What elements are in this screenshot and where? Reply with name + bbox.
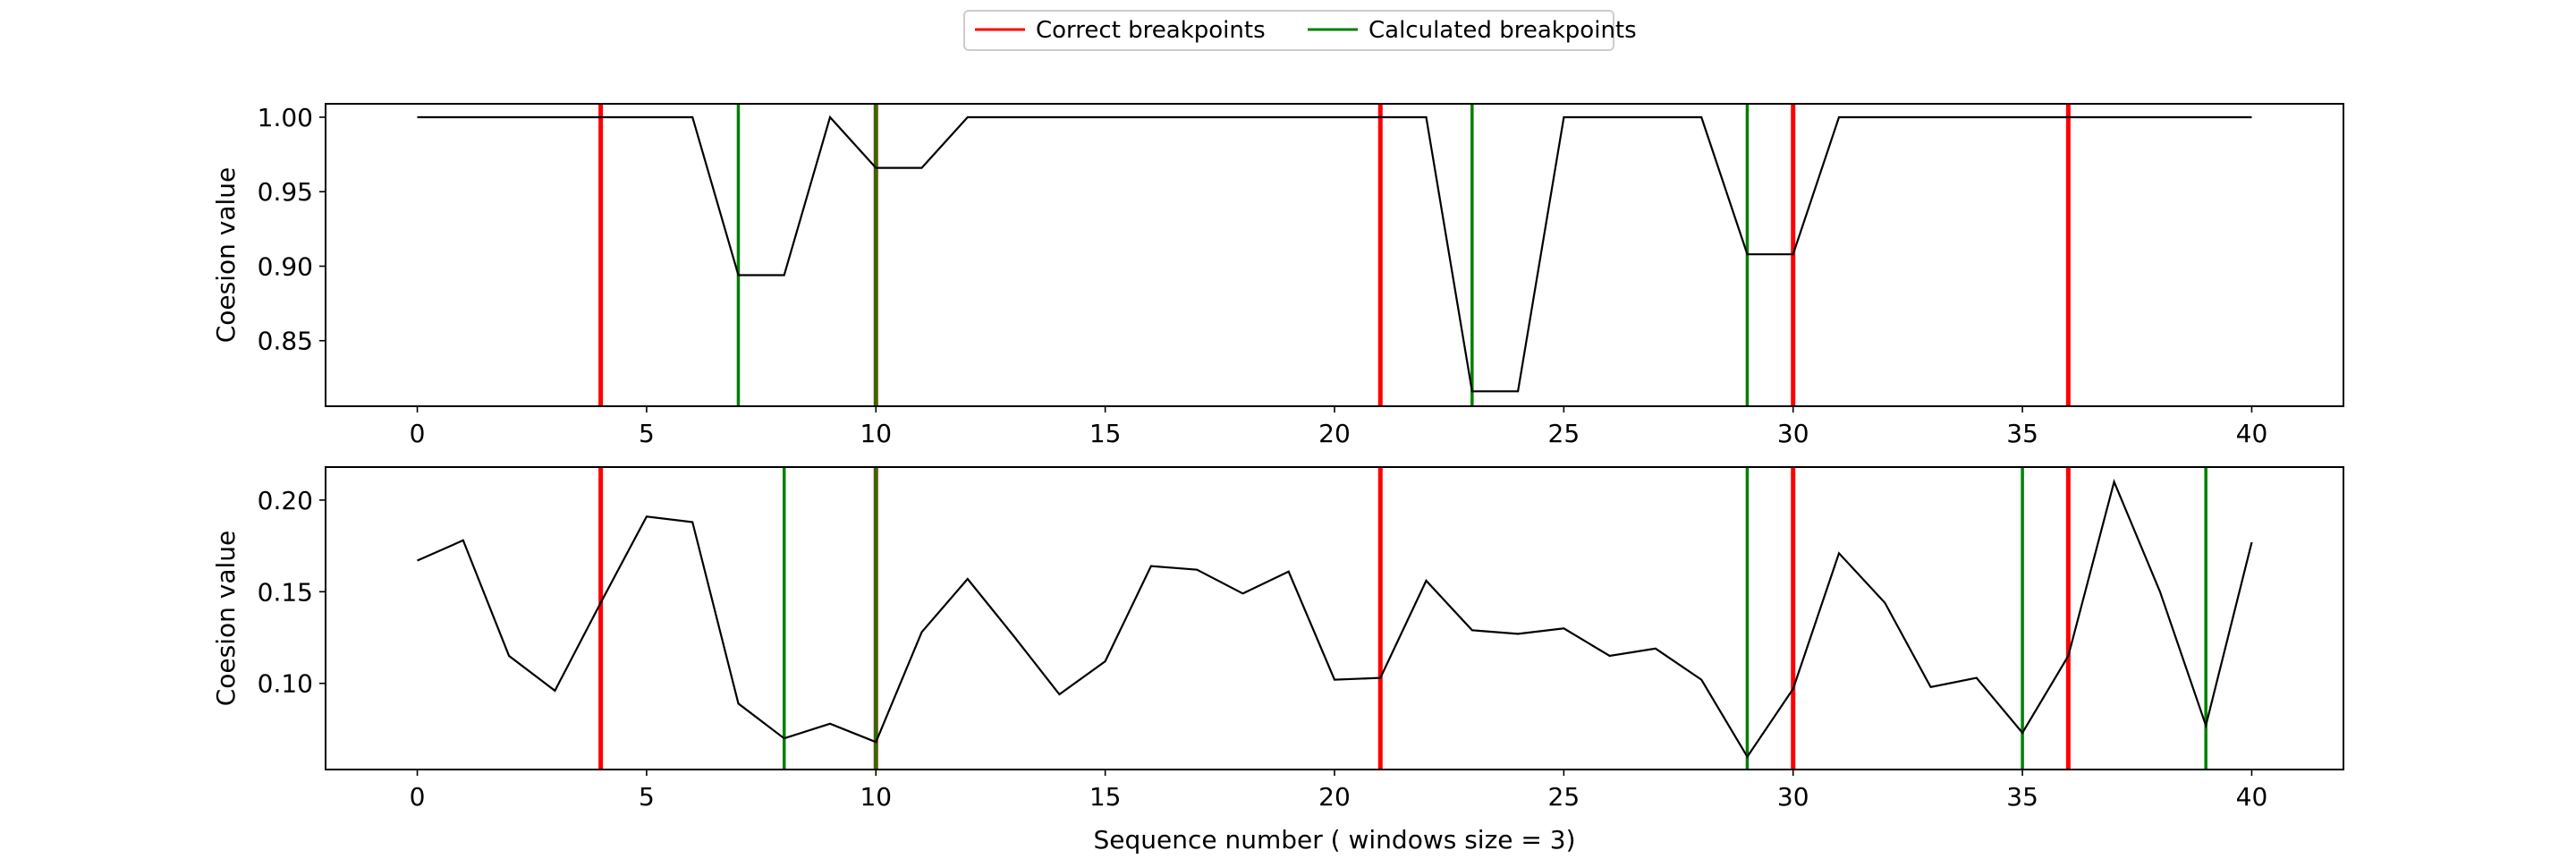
legend-calculated-label: Calculated breakpoints [1368, 17, 1637, 44]
top-x-tick-label: 35 [2006, 419, 2038, 448]
top-x-tick-label: 0 [410, 419, 426, 448]
bottom-y-ticks: 0.10 0.15 0.20 [258, 486, 326, 699]
top-plot-frame [325, 103, 2344, 407]
legend: Correct breakpoints Calculated breakpoin… [963, 10, 1637, 51]
top-x-tick-label: 25 [1548, 419, 1580, 448]
top-cohesion-line [417, 115, 2252, 393]
top-y-ticks: 0.85 0.90 0.95 1.00 [258, 103, 326, 356]
bottom-x-tick-label: 35 [2006, 782, 2038, 812]
bottom-x-tick-label: 0 [410, 782, 426, 812]
bottom-x-axis-label: Sequence number ( windows size = 3) [1093, 825, 1575, 855]
bottom-x-tick-label: 5 [639, 782, 655, 812]
top-subplot: 0 5 10 15 20 25 30 35 40 0.85 0.90 0.95 1.00 Coesio… [211, 103, 2344, 448]
bottom-subplot: 0 5 10 15 20 25 30 35 40 0.10 0.15 0.20 Coesion va… [211, 466, 2344, 855]
bottom-x-tick-label: 40 [2236, 782, 2268, 812]
top-y-tick-label: 0.90 [258, 251, 313, 281]
bottom-x-tick-label: 20 [1318, 782, 1351, 812]
bottom-x-tick-label: 10 [860, 782, 892, 812]
bottom-plot-frame [325, 466, 2344, 770]
bottom-y-tick-label: 0.10 [258, 669, 313, 699]
bottom-cohesion-line [417, 478, 2253, 759]
bottom-x-tick-label: 15 [1089, 782, 1122, 812]
top-x-tick-label: 10 [860, 419, 892, 448]
legend-box [963, 10, 1614, 51]
bottom-x-tick-label: 25 [1548, 782, 1580, 812]
top-x-tick-label: 15 [1089, 419, 1122, 448]
top-x-ticks: 0 5 10 15 20 25 30 35 40 [410, 406, 2268, 448]
top-y-tick-label: 1.00 [258, 103, 313, 132]
bottom-y-tick-label: 0.20 [258, 486, 313, 515]
bottom-y-tick-label: 0.15 [258, 577, 313, 607]
bottom-x-ticks: 0 5 10 15 20 25 30 35 40 [410, 770, 2268, 812]
top-y-tick-label: 0.95 [258, 177, 313, 207]
bottom-x-tick-label: 30 [1777, 782, 1809, 812]
bottom-breakpoint-lines [598, 467, 2207, 770]
top-x-tick-label: 5 [639, 419, 655, 448]
legend-correct-label: Correct breakpoints [1036, 17, 1266, 44]
top-y-axis-label: Coesion value [211, 167, 241, 344]
bottom-y-axis-label: Coesion value [211, 531, 241, 707]
top-y-tick-label: 0.85 [258, 327, 313, 356]
top-x-tick-label: 20 [1318, 419, 1351, 448]
top-x-tick-label: 30 [1777, 419, 1809, 448]
top-x-tick-label: 40 [2236, 419, 2268, 448]
